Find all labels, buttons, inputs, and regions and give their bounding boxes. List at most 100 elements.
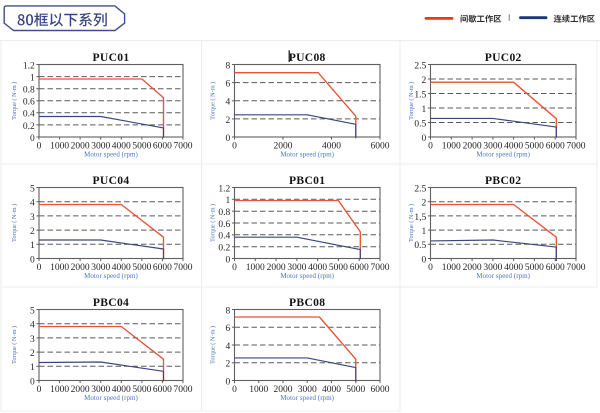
svg-text:0.5: 0.5	[414, 119, 426, 129]
svg-text:2000: 2000	[267, 263, 286, 273]
svg-text:1.5: 1.5	[414, 90, 426, 100]
svg-text:Motor speed (rpm): Motor speed (rpm)	[84, 273, 138, 280]
svg-text:1000: 1000	[442, 141, 461, 151]
svg-text:PBC01: PBC01	[289, 174, 325, 187]
svg-text:PUC02: PUC02	[485, 51, 522, 64]
svg-text:8: 8	[226, 306, 231, 316]
svg-text:0: 0	[232, 263, 237, 273]
svg-text:0: 0	[30, 134, 35, 144]
svg-text:2.5: 2.5	[414, 61, 426, 71]
svg-text:0: 0	[422, 255, 427, 265]
svg-text:0: 0	[226, 134, 231, 144]
svg-text:2: 2	[30, 227, 35, 237]
svg-text:1.2: 1.2	[23, 61, 35, 71]
svg-text:6000: 6000	[371, 141, 390, 151]
svg-text:2: 2	[422, 76, 427, 86]
svg-text:PBC02: PBC02	[485, 174, 521, 187]
svg-text:2000: 2000	[71, 385, 90, 395]
svg-text:0: 0	[232, 385, 237, 395]
svg-text:7000: 7000	[567, 141, 586, 151]
svg-text:3000: 3000	[91, 385, 110, 395]
svg-text:3000: 3000	[298, 385, 317, 395]
svg-text:Motor speed (rpm): Motor speed (rpm)	[280, 151, 334, 158]
svg-text:0.8: 0.8	[218, 208, 230, 218]
svg-text:7000: 7000	[174, 141, 193, 151]
svg-text:1000: 1000	[442, 263, 461, 273]
svg-text:6000: 6000	[153, 263, 172, 273]
svg-text:0.2: 0.2	[218, 244, 230, 254]
svg-text:3000: 3000	[91, 263, 110, 273]
svg-text:6: 6	[226, 80, 231, 90]
svg-text:1: 1	[422, 227, 427, 237]
svg-text:5000: 5000	[346, 385, 365, 395]
svg-text:3000: 3000	[91, 141, 110, 151]
svg-text:0: 0	[232, 141, 237, 151]
svg-text:0.6: 0.6	[23, 98, 35, 108]
svg-text:0: 0	[428, 263, 433, 273]
svg-text:1000: 1000	[50, 141, 69, 151]
svg-text:0.4: 0.4	[23, 110, 35, 120]
svg-text:Torque ( N-m ): Torque ( N-m )	[408, 82, 415, 120]
svg-text:0.4: 0.4	[218, 232, 230, 242]
svg-text:4000: 4000	[112, 141, 131, 151]
svg-text:2000: 2000	[463, 141, 482, 151]
svg-text:4: 4	[30, 321, 35, 331]
svg-text:4000: 4000	[322, 141, 341, 151]
svg-text:6000: 6000	[153, 385, 172, 395]
svg-text:3: 3	[30, 213, 35, 223]
svg-text:4000: 4000	[112, 385, 131, 395]
svg-text:2000: 2000	[71, 141, 90, 151]
svg-text:1.2: 1.2	[218, 184, 230, 194]
svg-text:Motor speed (rpm): Motor speed (rpm)	[476, 273, 530, 280]
svg-text:Motor speed (rpm): Motor speed (rpm)	[84, 395, 138, 402]
svg-text:2: 2	[226, 360, 231, 370]
svg-text:6: 6	[226, 324, 231, 334]
svg-text:6000: 6000	[546, 263, 565, 273]
svg-text:1: 1	[30, 363, 35, 373]
svg-text:PBC04: PBC04	[93, 296, 129, 309]
svg-text:7000: 7000	[567, 263, 586, 273]
svg-text:7000: 7000	[371, 263, 390, 273]
svg-text:Motor speed (rpm): Motor speed (rpm)	[280, 273, 334, 280]
svg-text:2000: 2000	[71, 263, 90, 273]
svg-text:3000: 3000	[287, 263, 306, 273]
svg-text:PUC01: PUC01	[93, 51, 130, 64]
svg-text:2: 2	[226, 116, 231, 126]
svg-text:1,5: 1,5	[414, 213, 426, 223]
svg-text:1000: 1000	[249, 385, 268, 395]
svg-text:5000: 5000	[132, 263, 151, 273]
svg-text:5000: 5000	[525, 263, 544, 273]
svg-text:5000: 5000	[329, 263, 348, 273]
svg-text:PBC08: PBC08	[289, 296, 325, 309]
svg-text:6000: 6000	[350, 263, 369, 273]
svg-text:2000: 2000	[274, 141, 293, 151]
svg-text:2.5: 2.5	[414, 184, 426, 194]
svg-text:0: 0	[226, 255, 231, 265]
svg-text:4000: 4000	[504, 141, 523, 151]
svg-text:6000: 6000	[371, 385, 390, 395]
svg-text:1000: 1000	[50, 385, 69, 395]
svg-text:1000: 1000	[246, 263, 265, 273]
svg-text:5000: 5000	[132, 385, 151, 395]
svg-text:Torque ( N-m ): Torque ( N-m )	[210, 326, 217, 364]
svg-text:3: 3	[30, 335, 35, 345]
svg-text:Torque ( N-m ): Torque ( N-m )	[11, 204, 18, 242]
svg-text:6000: 6000	[153, 141, 172, 151]
svg-text:7000: 7000	[174, 385, 193, 395]
svg-text:3000: 3000	[483, 263, 502, 273]
svg-text:3000: 3000	[483, 141, 502, 151]
svg-text:0: 0	[30, 255, 35, 265]
svg-text:0: 0	[37, 263, 42, 273]
svg-text:5000: 5000	[525, 141, 544, 151]
svg-text:0: 0	[428, 141, 433, 151]
svg-text:0.6: 0.6	[218, 220, 230, 230]
svg-text:4000: 4000	[504, 263, 523, 273]
svg-text:1: 1	[226, 196, 231, 206]
svg-text:2: 2	[30, 349, 35, 359]
svg-text:Torque ( N-m ): Torque ( N-m )	[11, 82, 18, 120]
svg-text:0.8: 0.8	[23, 86, 35, 96]
svg-text:1: 1	[422, 105, 427, 115]
svg-text:5000: 5000	[132, 141, 151, 151]
svg-text:4000: 4000	[322, 385, 341, 395]
svg-text:Motor speed (rpm): Motor speed (rpm)	[84, 151, 138, 158]
